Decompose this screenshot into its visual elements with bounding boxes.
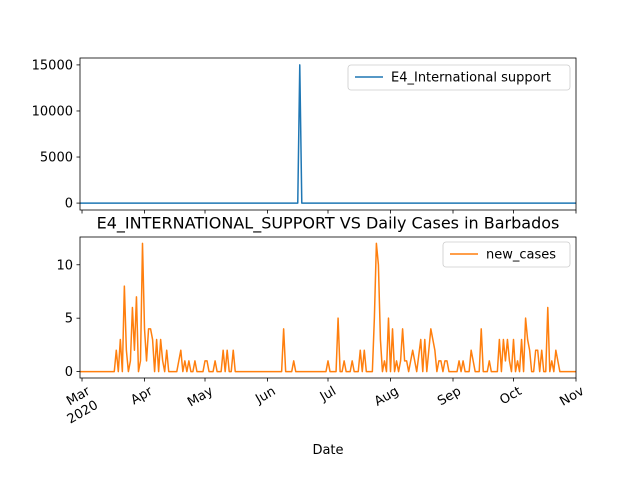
top-series-lines: [80, 64, 576, 204]
top-y-axis: 0 5000 10000 15000: [32, 58, 80, 212]
top-x-axis-ticks: [81, 210, 577, 214]
top-y-tick-label: 10000: [32, 104, 73, 119]
bottom-legend-box: [442, 241, 571, 268]
top-legend-box: [347, 64, 571, 91]
bottom-legend-label: new_cases: [486, 248, 556, 263]
top-subplot: 0 5000 10000 15000 E4_International support: [32, 57, 577, 214]
bottom-series-lines: [80, 242, 576, 373]
bottom-y-axis: 0 5 10: [56, 258, 80, 380]
chart-title: E4_INTERNATIONAL_SUPPORT VS Daily Cases …: [97, 214, 560, 234]
x-axis-label: Date: [312, 443, 343, 458]
top-y-tick-label: 15000: [32, 58, 73, 73]
bottom-subplot: E4_INTERNATIONAL_SUPPORT VS Daily Cases …: [56, 214, 587, 459]
top-y-tick-label: 5000: [40, 151, 73, 166]
top-series-line-0: [80, 64, 576, 204]
top-y-tick-label: 0: [65, 197, 73, 212]
x-tick-label: Jul: [317, 384, 339, 405]
bottom-series-line-0: [80, 242, 576, 373]
bottom-y-tick-label: 10: [56, 258, 73, 273]
top-legend-label: E4_International support: [391, 71, 551, 86]
bottom-y-tick-label: 5: [65, 312, 73, 327]
bottom-y-tick-label: 0: [65, 365, 73, 380]
bottom-legend: new_cases: [442, 241, 571, 268]
top-legend: E4_International support: [347, 64, 571, 91]
